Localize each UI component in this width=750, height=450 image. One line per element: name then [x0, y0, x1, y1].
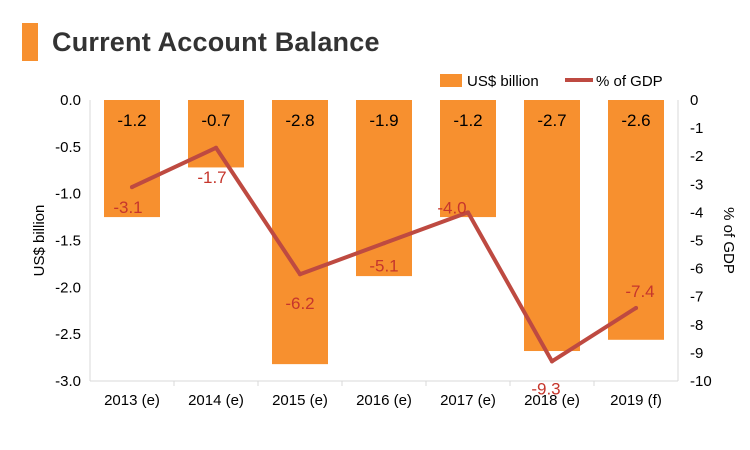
bar — [356, 100, 412, 277]
line-point — [382, 241, 386, 246]
bar-data-label: -1.2 — [453, 111, 482, 130]
y-axis-title-right: % of GDP — [720, 207, 737, 274]
x-tick-label: 2017 (e) — [440, 392, 496, 409]
line-data-label: -5.1 — [369, 256, 398, 275]
y-tick-label-right: -5 — [690, 233, 703, 250]
y-tick-label-right: -10 — [690, 373, 712, 390]
y-tick-label-left: -2.5 — [55, 326, 81, 343]
bar-data-label: -0.7 — [201, 111, 230, 130]
y-tick-label-left: -0.5 — [55, 139, 81, 156]
x-tick-label: 2019 (f) — [610, 392, 662, 409]
y-tick-label-right: -2 — [690, 148, 703, 165]
y-tick-label-right: -4 — [690, 204, 703, 221]
y-tick-label-left: -1.5 — [55, 233, 81, 250]
title-accent-bar — [22, 23, 38, 61]
line-data-label: -4.0 — [437, 198, 466, 217]
legend-label-line: % of GDP — [596, 73, 663, 90]
bar-data-label: -1.9 — [369, 111, 398, 130]
legend-label-bar: US$ billion — [467, 73, 539, 90]
x-tick-label: 2015 (e) — [272, 392, 328, 409]
title-block: Current Account Balance — [22, 22, 380, 62]
line-point — [550, 359, 554, 364]
y-tick-label-right: -1 — [690, 120, 703, 137]
bar — [608, 100, 664, 340]
legend-swatch-bar — [440, 74, 462, 87]
bar-data-label: -2.8 — [285, 111, 314, 130]
bar — [272, 100, 328, 365]
line-point — [130, 185, 134, 190]
line-data-label: -1.7 — [197, 168, 226, 187]
y-tick-label-right: -6 — [690, 261, 703, 278]
line-point — [634, 305, 638, 310]
line-point — [466, 210, 470, 215]
y-tick-label-right: 0 — [690, 92, 698, 109]
bar-data-label: -2.6 — [621, 111, 650, 130]
x-tick-label: 2013 (e) — [104, 392, 160, 409]
y-tick-label-left: -2.0 — [55, 279, 81, 296]
y-tick-label-left: -3.0 — [55, 373, 81, 390]
line-data-label: -7.4 — [625, 282, 654, 301]
bar — [104, 100, 160, 218]
line-data-label: -6.2 — [285, 294, 314, 313]
y-tick-label-right: -9 — [690, 345, 703, 362]
y-tick-label-left: 0.0 — [60, 92, 81, 109]
line-data-label: -3.1 — [113, 198, 142, 217]
bar — [440, 100, 496, 218]
y-axis-title-left: US$ billion — [31, 205, 48, 277]
y-tick-label-left: -1.0 — [55, 186, 81, 203]
x-tick-label: 2014 (e) — [188, 392, 244, 409]
line-point — [298, 272, 302, 277]
y-tick-label-right: -7 — [690, 289, 703, 306]
bar-data-label: -1.2 — [117, 111, 146, 130]
y-tick-label-right: -3 — [690, 176, 703, 193]
chart-title: Current Account Balance — [52, 26, 380, 57]
bar-data-label: -2.7 — [537, 111, 566, 130]
bar — [524, 100, 580, 352]
x-tick-label: 2018 (e) — [524, 392, 580, 409]
x-tick-label: 2016 (e) — [356, 392, 412, 409]
line-point — [214, 145, 218, 150]
y-tick-label-right: -8 — [690, 317, 703, 334]
line-data-label: -9.3 — [531, 379, 560, 398]
